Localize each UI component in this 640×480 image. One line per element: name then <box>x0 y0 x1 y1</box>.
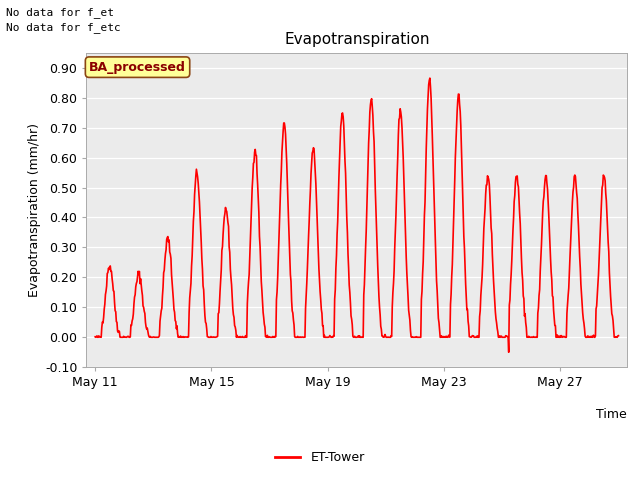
Title: Evapotranspiration: Evapotranspiration <box>284 33 429 48</box>
Legend: ET-Tower: ET-Tower <box>270 446 370 469</box>
Text: BA_processed: BA_processed <box>89 60 186 73</box>
Text: Time: Time <box>596 408 627 421</box>
Text: No data for f_etc: No data for f_etc <box>6 22 121 33</box>
Text: No data for f_et: No data for f_et <box>6 7 115 18</box>
Y-axis label: Evapotranspiration (mm/hr): Evapotranspiration (mm/hr) <box>28 123 41 297</box>
